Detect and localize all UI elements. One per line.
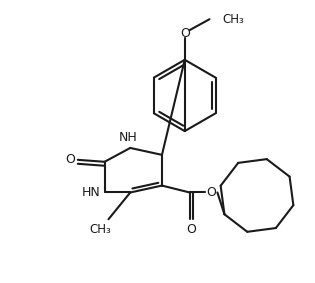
Text: O: O	[207, 186, 216, 199]
Text: O: O	[180, 27, 190, 40]
Text: O: O	[187, 223, 197, 236]
Text: CH₃: CH₃	[90, 223, 112, 236]
Text: CH₃: CH₃	[222, 13, 244, 26]
Text: NH: NH	[119, 130, 138, 143]
Text: O: O	[65, 153, 75, 166]
Text: HN: HN	[81, 186, 100, 199]
